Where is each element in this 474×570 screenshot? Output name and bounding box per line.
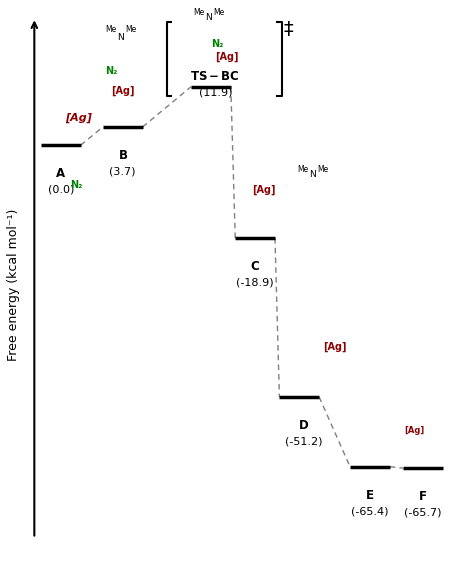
Text: ‡: ‡ [284, 20, 293, 39]
Text: N₂: N₂ [211, 39, 224, 50]
Text: $\bf{B}$: $\bf{B}$ [118, 149, 128, 162]
Text: N₂: N₂ [105, 67, 118, 76]
Text: $\bf{A}$: $\bf{A}$ [55, 168, 66, 181]
Text: Me: Me [193, 8, 204, 17]
Text: $\bf{C}$: $\bf{C}$ [250, 260, 260, 274]
Text: $\bf{D}$: $\bf{D}$ [298, 419, 309, 432]
Text: (-51.2): (-51.2) [285, 436, 322, 446]
Y-axis label: Free energy (kcal mol⁻¹): Free energy (kcal mol⁻¹) [7, 209, 20, 361]
Text: $\bf{F}$: $\bf{F}$ [419, 490, 428, 503]
Text: (-18.9): (-18.9) [237, 278, 274, 287]
Text: Me: Me [213, 8, 224, 17]
Text: $\bf{TS-BC}$: $\bf{TS-BC}$ [191, 70, 240, 83]
Text: (3.7): (3.7) [109, 166, 136, 177]
Text: [Ag]: [Ag] [252, 184, 276, 194]
Text: N: N [309, 170, 316, 179]
Text: [Ag]: [Ag] [65, 113, 92, 123]
Text: [Ag]: [Ag] [215, 52, 238, 62]
Text: $\bf{E}$: $\bf{E}$ [365, 489, 374, 502]
Text: [Ag]: [Ag] [111, 86, 135, 96]
Text: Me: Me [297, 165, 308, 174]
Text: (0.0): (0.0) [47, 185, 74, 194]
Text: [Ag]: [Ag] [323, 341, 346, 352]
Text: N: N [205, 13, 212, 22]
Text: Me: Me [105, 25, 116, 34]
Text: N₂: N₂ [70, 180, 82, 190]
Text: N: N [117, 32, 124, 42]
Text: (-65.7): (-65.7) [404, 508, 442, 518]
Text: Me: Me [317, 165, 328, 174]
Text: (-65.4): (-65.4) [351, 506, 389, 516]
Text: (11.9): (11.9) [199, 87, 232, 97]
Text: Me: Me [125, 25, 136, 34]
Text: [Ag]: [Ag] [404, 426, 424, 435]
